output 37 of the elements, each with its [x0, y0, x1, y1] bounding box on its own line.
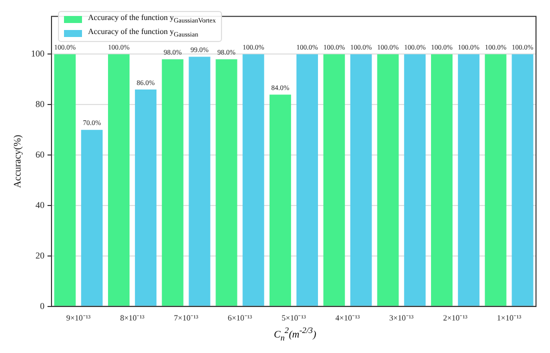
bar — [134, 90, 156, 306]
legend-label: Accuracy of the function y$_{GaussianVortex}$ — [88, 13, 216, 27]
legend-label: Accuracy of the function y$_{Gaussian}$ — [88, 26, 198, 40]
bar — [350, 54, 372, 306]
bar — [108, 54, 130, 306]
y-tick-label: 0 — [40, 300, 45, 311]
bar — [458, 54, 480, 306]
bar — [216, 59, 238, 306]
bar — [81, 130, 103, 306]
bar — [377, 54, 399, 306]
bar — [54, 54, 76, 306]
y-tick-label: 100 — [31, 48, 45, 59]
x-tick-label: 3×10⁻¹³ — [389, 313, 414, 322]
x-axis-title: C$_{n}$$^{2}$(m$^{-2/3}$) — [272, 326, 318, 342]
bar — [323, 54, 345, 306]
x-tick-label: 8×10⁻¹³ — [120, 313, 146, 322]
bar — [162, 59, 184, 306]
x-tick-label: 4×10⁻¹³ — [335, 313, 360, 322]
x-tick-label: 5×10⁻¹³ — [282, 313, 307, 322]
y-tick-label: 60 — [36, 149, 45, 160]
x-tick-label: 6×10⁻¹³ — [228, 313, 253, 322]
x-tick-label: 1×10⁻¹³ — [496, 313, 522, 322]
bar — [270, 94, 292, 306]
bar — [431, 54, 453, 306]
bar — [242, 54, 264, 306]
x-tick-label: 9×10⁻¹³ — [66, 313, 92, 322]
y-tick-label: 40 — [36, 200, 45, 210]
bar — [484, 54, 506, 306]
bar — [296, 54, 318, 306]
y-axis-title: Accuracy(%) — [12, 134, 24, 188]
x-tick-label: 2×10⁻¹³ — [443, 313, 468, 322]
y-tick-label: 20 — [36, 250, 45, 260]
bar — [404, 54, 426, 306]
bar — [188, 56, 210, 306]
y-tick-label: 80 — [36, 99, 45, 110]
bar — [512, 54, 534, 306]
x-tick-label: 7×10⁻¹³ — [174, 313, 199, 322]
